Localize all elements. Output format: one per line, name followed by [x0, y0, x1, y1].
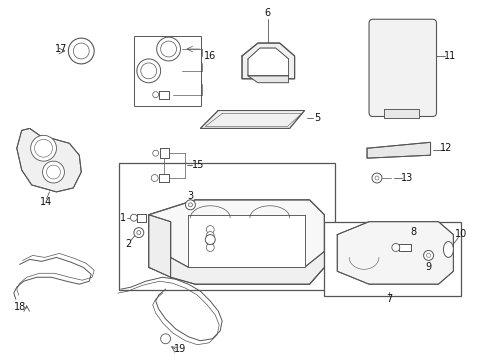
Circle shape: [137, 231, 141, 235]
Circle shape: [42, 161, 64, 183]
Text: 19: 19: [174, 344, 186, 354]
Polygon shape: [242, 43, 294, 79]
Circle shape: [423, 251, 433, 260]
Circle shape: [68, 38, 94, 64]
Circle shape: [391, 243, 399, 251]
Circle shape: [73, 43, 89, 59]
Circle shape: [35, 139, 52, 157]
Circle shape: [156, 37, 180, 61]
Bar: [134, 36, 201, 105]
Circle shape: [161, 334, 170, 344]
Circle shape: [206, 231, 214, 239]
Polygon shape: [17, 129, 81, 192]
Bar: [324, 222, 460, 296]
Circle shape: [134, 228, 143, 238]
Text: 18: 18: [14, 302, 26, 312]
Polygon shape: [148, 200, 324, 284]
Circle shape: [31, 135, 56, 161]
Text: 10: 10: [454, 229, 467, 239]
Text: 9: 9: [425, 262, 431, 272]
Circle shape: [152, 92, 158, 98]
Polygon shape: [337, 222, 452, 284]
Circle shape: [141, 63, 156, 79]
Polygon shape: [158, 174, 168, 182]
FancyBboxPatch shape: [368, 19, 436, 117]
Circle shape: [161, 41, 176, 57]
Polygon shape: [383, 109, 418, 118]
Text: 13: 13: [400, 173, 412, 183]
Polygon shape: [160, 148, 168, 158]
Polygon shape: [158, 91, 168, 99]
Circle shape: [206, 226, 214, 234]
Circle shape: [151, 175, 158, 181]
Text: 15: 15: [192, 160, 204, 170]
Polygon shape: [188, 215, 304, 267]
Circle shape: [152, 150, 158, 156]
Text: 12: 12: [439, 143, 452, 153]
Text: 2: 2: [124, 239, 131, 248]
Bar: [119, 163, 335, 290]
Polygon shape: [200, 111, 304, 129]
Circle shape: [188, 203, 192, 207]
Text: 17: 17: [55, 44, 67, 54]
Circle shape: [205, 235, 215, 244]
Polygon shape: [247, 48, 288, 76]
Circle shape: [130, 214, 137, 221]
Polygon shape: [170, 222, 324, 284]
Text: 5: 5: [314, 113, 320, 123]
Text: 7: 7: [385, 294, 391, 304]
Text: 4: 4: [207, 256, 213, 266]
Text: 11: 11: [444, 51, 456, 61]
Text: 14: 14: [41, 197, 53, 207]
Ellipse shape: [443, 242, 452, 257]
Circle shape: [426, 253, 429, 257]
Polygon shape: [148, 215, 170, 277]
Circle shape: [137, 59, 161, 83]
Circle shape: [46, 165, 61, 179]
Text: 8: 8: [410, 226, 416, 237]
Circle shape: [185, 200, 195, 210]
Text: 3: 3: [187, 191, 193, 201]
Text: 16: 16: [203, 51, 216, 61]
Text: 6: 6: [264, 8, 270, 18]
Circle shape: [206, 238, 214, 246]
Polygon shape: [366, 142, 429, 158]
Circle shape: [371, 173, 381, 183]
Circle shape: [374, 176, 378, 180]
Polygon shape: [137, 214, 145, 222]
Polygon shape: [398, 243, 410, 251]
Circle shape: [206, 243, 214, 251]
Polygon shape: [247, 76, 288, 83]
Text: 1: 1: [120, 213, 126, 223]
